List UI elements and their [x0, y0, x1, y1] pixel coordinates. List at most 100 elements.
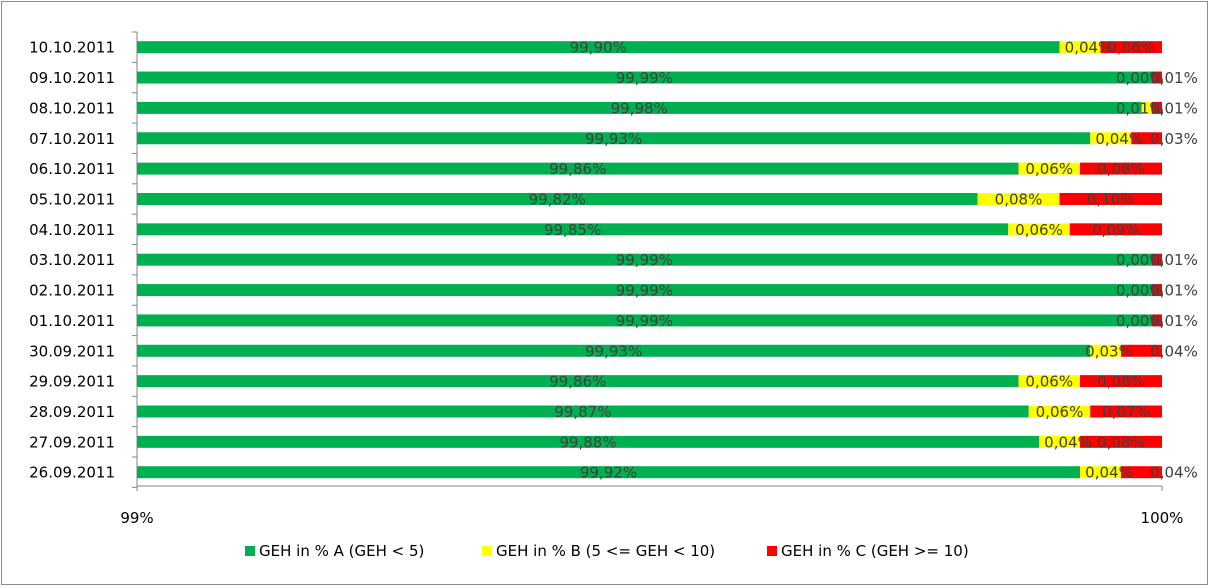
- data-label: 99,99%: [616, 69, 673, 87]
- data-label: 99,88%: [559, 433, 616, 451]
- data-label: 0,01%: [1150, 99, 1198, 117]
- data-label: 0,04%: [1044, 433, 1092, 451]
- data-label: 0,03%: [1150, 130, 1198, 148]
- bar-segment-b: [1008, 223, 1070, 236]
- data-label: 0,10%: [1087, 190, 1135, 208]
- data-label: 0,04%: [1095, 130, 1143, 148]
- legend-swatch: [482, 546, 492, 556]
- y-tick-label: 29.09.2011: [29, 373, 115, 391]
- data-label: 0,04%: [1150, 464, 1198, 482]
- bar-segment-c: [1069, 223, 1162, 236]
- data-label: 0,01%: [1150, 251, 1198, 269]
- legend-label: GEH in % C (GEH >= 10): [781, 542, 969, 560]
- x-tick-label: 100%: [1141, 509, 1184, 527]
- bar-segment-a: [137, 132, 1091, 145]
- bar-segment-b: [1018, 375, 1080, 388]
- bar-segment-a: [137, 71, 1152, 84]
- data-label: 0,06%: [1015, 221, 1063, 239]
- data-label: 0,06%: [1107, 39, 1155, 57]
- bar-segment-c: [1059, 192, 1162, 205]
- bar-segment-a: [137, 41, 1060, 54]
- data-label: 99,99%: [616, 312, 673, 330]
- y-tick-label: 07.10.2011: [29, 130, 115, 148]
- data-label: 0,00%: [1116, 251, 1164, 269]
- data-label: 0,08%: [1097, 373, 1145, 391]
- y-tick-label: 26.09.2011: [29, 464, 115, 482]
- bar-segment-a: [137, 435, 1039, 448]
- bar-segment-c: [1151, 71, 1162, 84]
- data-label: 0,06%: [1025, 373, 1073, 391]
- y-tick-label: 28.09.2011: [29, 403, 115, 421]
- bar-segment-c: [1100, 41, 1162, 54]
- y-tick-label: 09.10.2011: [29, 69, 115, 87]
- data-label: 99,85%: [544, 221, 601, 239]
- bar-segment-b: [977, 192, 1060, 205]
- y-tick-label: 05.10.2011: [29, 190, 115, 208]
- data-label: 0,08%: [995, 190, 1043, 208]
- bar-segment-c: [1121, 466, 1162, 479]
- data-label: 0,08%: [1097, 433, 1145, 451]
- bar-segment-b: [1090, 132, 1132, 145]
- data-label: 99,87%: [554, 403, 611, 421]
- data-label: 99,93%: [585, 130, 642, 148]
- bar-segment-b: [1059, 41, 1101, 54]
- bar-segment-a: [137, 344, 1091, 357]
- y-tick-label: 08.10.2011: [29, 99, 115, 117]
- bar-segment-a: [137, 223, 1009, 236]
- bar-segment-b: [1090, 344, 1121, 357]
- bar-segment-b: [1018, 162, 1080, 175]
- legend-label: GEH in % B (5 <= GEH < 10): [496, 542, 715, 560]
- data-label: 0,04%: [1065, 39, 1113, 57]
- bar-segment-a: [137, 162, 1019, 175]
- bar-segment-a: [137, 375, 1019, 388]
- bar-segment-a: [137, 466, 1080, 479]
- data-label: 99,98%: [611, 99, 668, 117]
- data-label: 0,04%: [1150, 342, 1198, 360]
- data-label: 99,86%: [549, 160, 606, 178]
- data-label: 0,01%: [1150, 282, 1198, 300]
- data-label: 99,92%: [580, 464, 637, 482]
- data-label: 0,01%: [1150, 312, 1198, 330]
- legend-label: GEH in % A (GEH < 5): [259, 542, 424, 560]
- y-tick-label: 03.10.2011: [29, 251, 115, 269]
- bar-segment-c: [1121, 344, 1162, 357]
- y-tick-label: 06.10.2011: [29, 160, 115, 178]
- data-label: 99,82%: [529, 190, 586, 208]
- data-label: 99,86%: [549, 373, 606, 391]
- data-label: 99,90%: [570, 39, 627, 57]
- bar-segment-b: [1028, 405, 1091, 418]
- data-label: 0,06%: [1036, 403, 1084, 421]
- bar-segment-b: [1141, 101, 1152, 114]
- data-label: 0,08%: [1097, 160, 1145, 178]
- bar-segment-c: [1090, 405, 1162, 418]
- data-label: 0,01%: [1116, 99, 1164, 117]
- bar-segment-a: [137, 314, 1152, 327]
- data-label: 0,07%: [1102, 403, 1150, 421]
- data-label: 0,09%: [1092, 221, 1140, 239]
- y-tick-label: 01.10.2011: [29, 312, 115, 330]
- y-tick-label: 04.10.2011: [29, 221, 115, 239]
- data-label: 99,93%: [585, 342, 642, 360]
- y-tick-label: 10.10.2011: [29, 39, 115, 57]
- bar-segment-c: [1151, 284, 1162, 297]
- bar-segment-c: [1080, 162, 1162, 175]
- data-label: 0,01%: [1150, 69, 1198, 87]
- data-label: 99,99%: [616, 282, 673, 300]
- bar-segment-b: [1039, 435, 1080, 448]
- data-label: 0,04%: [1085, 464, 1133, 482]
- bar-segment-a: [137, 192, 978, 205]
- data-label: 0,00%: [1116, 312, 1164, 330]
- bar-segment-c: [1080, 435, 1162, 448]
- bar-segment-c: [1131, 132, 1162, 145]
- bar-segment-a: [137, 253, 1152, 266]
- data-label: 0,03%: [1085, 342, 1133, 360]
- y-tick-label: 27.09.2011: [29, 433, 115, 451]
- bar-segment-b: [1080, 466, 1121, 479]
- y-tick-label: 02.10.2011: [29, 282, 115, 300]
- bar-segment-c: [1151, 314, 1162, 327]
- bar-segment-a: [137, 405, 1029, 418]
- data-label: 0,00%: [1116, 282, 1164, 300]
- data-label: 99,99%: [616, 251, 673, 269]
- y-tick-label: 30.09.2011: [29, 342, 115, 360]
- data-label: 0,06%: [1025, 160, 1073, 178]
